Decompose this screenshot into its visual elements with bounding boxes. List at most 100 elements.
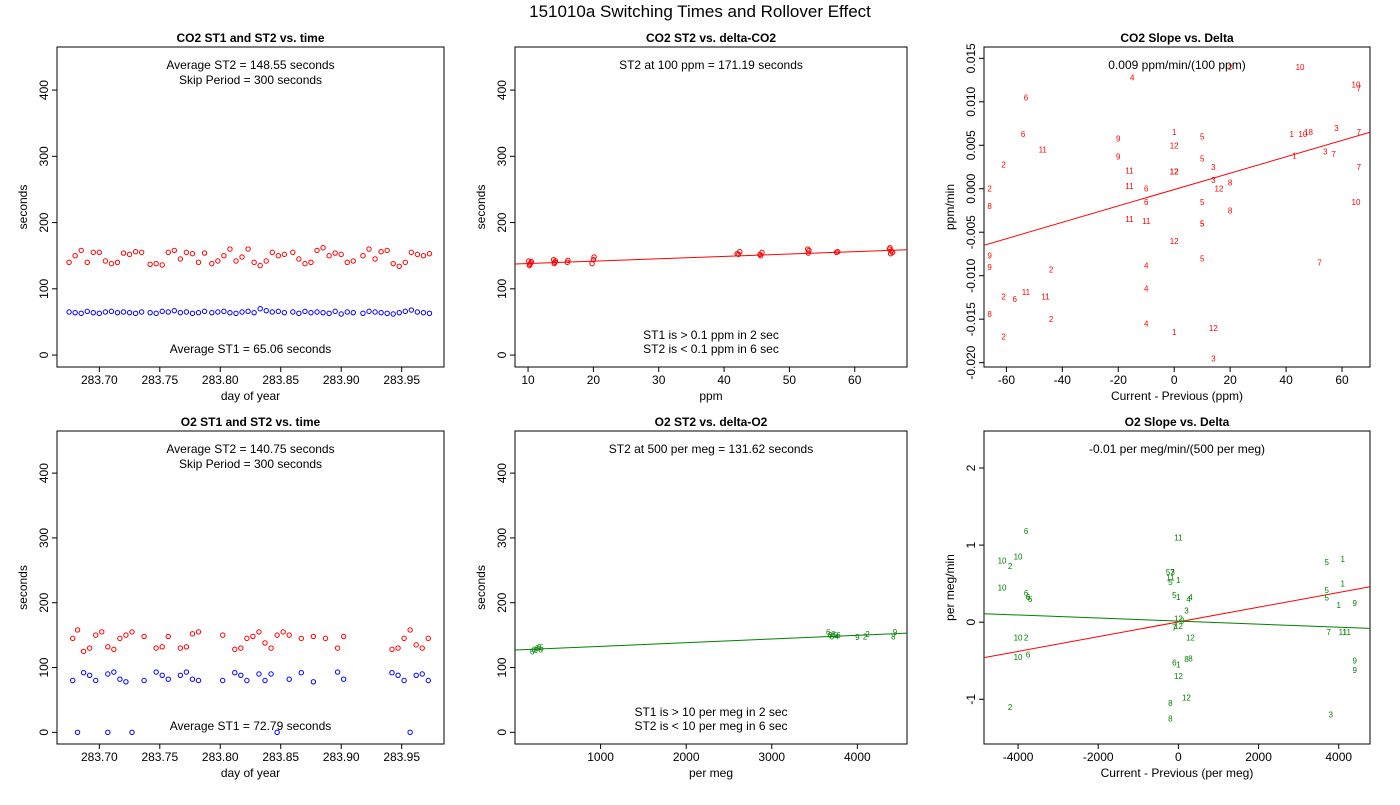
data-point (171, 247, 178, 254)
data-point (326, 252, 332, 259)
data-point (310, 633, 317, 640)
data-point (390, 311, 396, 317)
data-point (734, 251, 740, 257)
data-point (757, 251, 763, 258)
data-point-label: 1 (1172, 128, 1177, 137)
data-point (245, 246, 251, 252)
y-tick-label: 0.000 (964, 173, 978, 203)
fit-line (515, 632, 907, 651)
data-point (526, 258, 532, 264)
data-point (132, 310, 139, 317)
data-point-label: 7 (1172, 624, 1177, 633)
data-point-label: 5 (1200, 220, 1205, 229)
x-tick-label: 283.70 (81, 750, 118, 764)
data-point (239, 309, 245, 315)
data-point (78, 310, 84, 317)
chart-co2_time: CO2 ST1 and ST2 vs. time 283.70 283.75 283.… (16, 31, 445, 403)
plot-frame (983, 430, 1371, 745)
data-point (195, 309, 202, 316)
data-point (408, 307, 415, 313)
data-point (159, 672, 165, 679)
data-point (395, 645, 401, 651)
annotation: Average ST2 = 140.75 seconds (166, 442, 334, 456)
data-point (153, 669, 159, 675)
data-point-label: 12 (1170, 167, 1179, 176)
data-point (66, 259, 72, 266)
data-point (332, 308, 338, 315)
data-point-label: 11 (1343, 628, 1352, 637)
data-point (84, 259, 90, 266)
annotation: ST1 is > 10 per meg in 2 sec (634, 705, 787, 719)
y-tick-label: -1 (964, 694, 978, 705)
data-point (96, 249, 103, 256)
data-point-label: 6 (826, 628, 831, 637)
x-tick-label: 20 (1223, 373, 1237, 387)
data-point (332, 250, 338, 256)
data-point (72, 252, 78, 259)
data-point (407, 627, 413, 633)
data-point (274, 632, 280, 638)
data-point-label: 6 (538, 645, 543, 654)
data-point (389, 670, 395, 676)
data-point (219, 632, 226, 638)
y-tick-label: 200 (495, 212, 509, 232)
data-point-label: 8 (1228, 179, 1233, 188)
data-point (290, 249, 296, 256)
data-point (360, 310, 366, 317)
data-point (591, 254, 597, 260)
data-point-label: 5 (1200, 254, 1205, 263)
data-point (80, 648, 87, 655)
x-tick-label: 283.95 (383, 750, 420, 764)
data-point (413, 672, 419, 679)
y-tick-label: 2 (964, 464, 978, 471)
data-point-label: 5 (539, 643, 544, 652)
data-point-label: 11 (1142, 217, 1151, 226)
data-point (296, 256, 302, 262)
data-point-label: 12 (1170, 237, 1179, 246)
data-point (320, 309, 326, 316)
data-point-label: 3 (1323, 147, 1328, 156)
data-point-label: 5 (833, 631, 838, 640)
data-point-label: 1 (1341, 580, 1346, 589)
data-point-label: 2 (1001, 293, 1006, 302)
data-point (269, 249, 275, 256)
data-point-label: 6 (1026, 651, 1031, 660)
data-point-label: 10 (1352, 198, 1361, 207)
data-point (195, 259, 202, 266)
data-point (105, 644, 111, 650)
data-point (268, 671, 274, 677)
data-point (117, 676, 123, 682)
data-point-label: 2 (1008, 562, 1013, 571)
chart-title: CO2 ST1 and ST2 vs. time (176, 31, 324, 45)
data-point (378, 309, 384, 316)
data-point (108, 308, 115, 315)
data-point (402, 308, 408, 315)
data-point (102, 258, 109, 264)
data-point-label: 1 (1176, 593, 1181, 602)
data-point (338, 251, 344, 258)
data-point (189, 676, 196, 682)
data-point-label: 6 (1024, 589, 1029, 598)
data-point (889, 249, 896, 256)
data-point-label: 7 (1357, 163, 1362, 172)
data-point (887, 245, 893, 251)
chart-o2_slope_delta: O2 Slope vs. Delta -4000 -2000 0 2000 4000 -1 0… (943, 415, 1371, 780)
data-point (257, 305, 263, 312)
y-tick-label: 300 (37, 528, 51, 548)
data-point (132, 249, 139, 255)
data-point (74, 627, 81, 633)
annotation: Average ST2 = 148.55 seconds (166, 58, 334, 72)
data-point (165, 633, 171, 640)
data-point-label: 8 (1168, 715, 1173, 724)
x-tick-label: 30 (652, 373, 666, 387)
data-point-label: 10 (1014, 653, 1023, 662)
annotation: Skip Period = 300 seconds (179, 457, 322, 471)
data-point (835, 249, 841, 255)
y-tick-label: 0 (964, 619, 978, 626)
data-point (296, 310, 302, 317)
data-point-label: 11 (1166, 573, 1175, 582)
data-point (105, 729, 111, 736)
data-point-label: 4 (1186, 595, 1191, 604)
x-tick-label: 60 (848, 373, 862, 387)
